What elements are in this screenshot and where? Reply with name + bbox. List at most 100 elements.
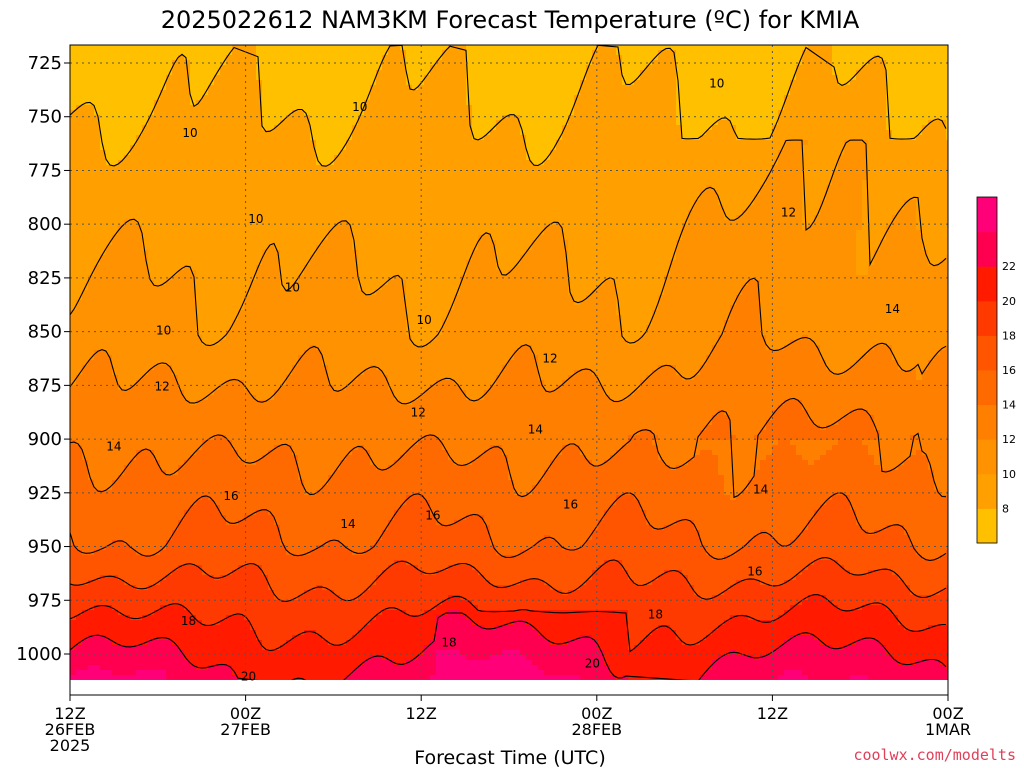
temperature-cell [226,105,233,111]
temperature-cell [124,655,131,661]
temperature-cell [148,120,155,126]
temperature-cell [196,395,203,401]
temperature-cell [208,535,215,541]
temperature-cell [268,380,275,386]
temperature-cell [172,420,179,426]
temperature-cell [196,430,203,436]
temperature-cell [190,395,197,401]
temperature-cell [118,65,125,71]
temperature-cell [214,590,221,596]
temperature-cell [292,650,299,656]
temperature-cell [298,385,305,391]
temperature-cell [94,675,101,680]
temperature-cell [202,670,209,676]
temperature-cell [160,460,167,466]
temperature-cell [232,470,239,476]
temperature-cell [196,120,203,126]
temperature-cell [244,95,251,101]
temperature-cell [262,460,269,466]
temperature-cell [172,115,179,121]
temperature-cell [238,475,245,481]
temperature-cell [226,500,233,506]
temperature-cell [160,590,167,596]
temperature-cell [70,215,77,221]
temperature-cell [250,415,257,421]
temperature-cell [100,415,107,421]
temperature-cell [130,410,137,416]
temperature-cell [106,365,113,371]
temperature-cell [166,550,173,556]
temperature-cell [190,135,197,141]
temperature-cell [70,160,77,166]
temperature-cell [268,220,275,226]
temperature-cell [142,500,149,506]
temperature-cell [76,255,83,261]
temperature-cell [76,90,83,96]
temperature-cell [304,135,311,141]
temperature-cell [262,220,269,226]
temperature-cell [82,485,89,491]
temperature-cell [298,410,305,416]
temperature-cell [130,260,137,266]
temperature-cell [76,145,83,151]
temperature-cell [256,100,263,106]
temperature-cell [172,565,179,571]
temperature-cell [112,295,119,301]
temperature-cell [292,60,299,66]
temperature-cell [268,480,275,486]
temperature-cell [244,575,251,581]
temperature-cell [298,570,305,576]
temperature-cell [160,295,167,301]
temperature-cell [70,205,77,211]
temperature-cell [220,85,227,91]
temperature-cell [220,525,227,531]
temperature-cell [292,305,299,311]
temperature-cell [208,610,215,616]
temperature-cell [148,150,155,156]
temperature-cell [142,135,149,141]
temperature-cell [238,485,245,491]
temperature-cell [130,200,137,206]
temperature-cell [118,480,125,486]
temperature-cell [94,130,101,136]
temperature-cell [124,405,131,411]
temperature-cell [202,640,209,646]
temperature-cell [136,155,143,161]
temperature-cell [148,595,155,601]
temperature-cell [262,290,269,296]
temperature-cell [214,185,221,191]
temperature-cell [292,155,299,161]
temperature-cell [244,110,251,116]
temperature-cell [232,415,239,421]
temperature-cell [82,495,89,501]
temperature-cell [118,135,125,141]
temperature-cell [196,245,203,251]
temperature-cell [286,170,293,176]
temperature-cell [256,410,263,416]
temperature-cell [178,120,185,126]
temperature-cell [142,390,149,396]
temperature-cell [298,65,305,71]
temperature-cell [286,660,293,666]
temperature-cell [172,225,179,231]
temperature-cell [238,235,245,241]
temperature-cell [124,375,131,381]
temperature-cell [250,480,257,486]
temperature-cell [112,185,119,191]
temperature-cell [214,100,221,106]
temperature-cell [238,595,245,601]
temperature-cell [118,575,125,581]
temperature-cell [166,660,173,666]
temperature-cell [262,60,269,66]
temperature-cell [262,160,269,166]
temperature-cell [280,570,287,576]
temperature-cell [76,655,83,661]
temperature-cell [232,295,239,301]
temperature-cell [196,225,203,231]
temperature-cell [172,515,179,521]
temperature-cell [112,230,119,236]
temperature-cell [286,220,293,226]
temperature-cell [124,205,131,211]
temperature-cell [298,660,305,666]
temperature-cell [106,290,113,296]
